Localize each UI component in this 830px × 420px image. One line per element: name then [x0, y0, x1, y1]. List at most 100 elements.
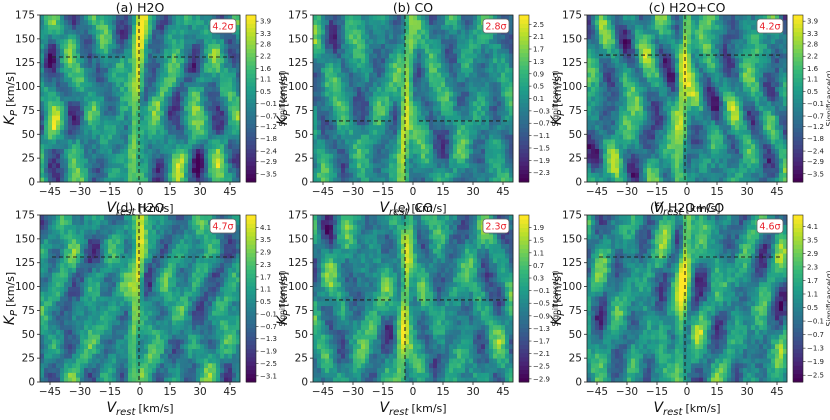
heatmap-cell: [188, 53, 192, 58]
heatmap-cell: [44, 39, 48, 44]
heatmap-cell: [112, 25, 116, 30]
heatmap-cell: [128, 82, 132, 87]
heatmap-cell: [735, 87, 739, 92]
heatmap-cell: [759, 91, 763, 96]
x-tick-label: 30: [193, 186, 206, 198]
heatmap-cell: [40, 130, 44, 135]
heatmap-cell: [204, 158, 208, 163]
heatmap-cell: [92, 134, 96, 139]
heatmap-cell: [345, 48, 349, 53]
heatmap-cell: [168, 87, 172, 92]
heatmap-cell: [679, 87, 683, 92]
heatmap-cell: [345, 29, 349, 34]
heatmap-cell: [477, 172, 481, 177]
heatmap-cell: [212, 63, 216, 68]
heatmap-cell: [88, 139, 92, 144]
heatmap-cell: [381, 163, 385, 168]
heatmap-cell: [353, 53, 357, 58]
heatmap-cell: [587, 96, 591, 101]
heatmap-cell: [148, 77, 152, 82]
heatmap-cell: [393, 53, 397, 58]
heatmap-cell: [44, 53, 48, 58]
heatmap-cell: [228, 115, 232, 120]
heatmap-cell: [449, 67, 453, 72]
heatmap-cell: [385, 25, 389, 30]
colorbar-tick-label: −1.8: [260, 135, 277, 143]
heatmap-cell: [152, 149, 156, 154]
heatmap-cell: [369, 67, 373, 72]
heatmap-cell: [325, 77, 329, 82]
heatmap-cell: [104, 149, 108, 154]
heatmap-cell: [731, 91, 735, 96]
heatmap-cell: [457, 39, 461, 44]
heatmap-cell: [429, 163, 433, 168]
heatmap-cell: [409, 58, 413, 63]
heatmap-cell: [224, 120, 228, 125]
heatmap-cell: [168, 20, 172, 25]
heatmap-cell: [493, 44, 497, 49]
heatmap-cell: [501, 77, 505, 82]
heatmap-cell: [755, 130, 759, 135]
heatmap-cell: [204, 110, 208, 115]
heatmap-cell: [473, 172, 477, 177]
heatmap-cell: [140, 25, 144, 30]
heatmap-cell: [639, 58, 643, 63]
heatmap-cell: [88, 39, 92, 44]
heatmap-cell: [501, 39, 505, 44]
heatmap-cell: [743, 139, 747, 144]
heatmap-cell: [168, 144, 172, 149]
heatmap-cell: [449, 96, 453, 101]
heatmap-cell: [659, 120, 663, 125]
heatmap-cell: [747, 125, 751, 130]
heatmap-cell: [409, 67, 413, 72]
heatmap-cell: [52, 63, 56, 68]
heatmap-cell: [60, 144, 64, 149]
heatmap-cell: [44, 134, 48, 139]
heatmap-cell: [349, 149, 353, 154]
heatmap-cell: [44, 153, 48, 158]
heatmap-cell: [651, 134, 655, 139]
heatmap-cell: [763, 87, 767, 92]
heatmap-cell: [719, 77, 723, 82]
heatmap-cell: [619, 82, 623, 87]
heatmap-cell: [200, 153, 204, 158]
heatmap-cell: [100, 67, 104, 72]
heatmap-cell: [607, 110, 611, 115]
heatmap-cell: [188, 34, 192, 39]
heatmap-cell: [124, 34, 128, 39]
heatmap-cell: [413, 39, 417, 44]
heatmap-cell: [627, 139, 631, 144]
heatmap-cell: [755, 153, 759, 158]
x-tick-label: −45: [39, 186, 61, 198]
heatmap-cell: [136, 87, 140, 92]
heatmap-cell: [365, 29, 369, 34]
heatmap-cell: [505, 144, 509, 149]
heatmap-cell: [421, 115, 425, 120]
heatmap-cell: [80, 48, 84, 53]
heatmap-cell: [132, 44, 136, 49]
heatmap-cell: [76, 172, 80, 177]
heatmap-cell: [421, 153, 425, 158]
heatmap-cell: [361, 139, 365, 144]
heatmap-cell: [232, 106, 236, 111]
heatmap-cell: [56, 53, 60, 58]
heatmap-cell: [124, 125, 128, 130]
heatmap-cell: [60, 153, 64, 158]
heatmap-cell: [164, 158, 168, 163]
heatmap-cell: [184, 77, 188, 82]
heatmap-cell: [469, 168, 473, 173]
y-tick-label: 175: [288, 10, 308, 22]
heatmap-cell: [461, 153, 465, 158]
heatmap-cell: [204, 91, 208, 96]
heatmap-cell: [393, 15, 397, 20]
heatmap-cell: [715, 153, 719, 158]
heatmap-cell: [461, 25, 465, 30]
colorbar-segment: [246, 61, 256, 66]
heatmap-cell: [88, 58, 92, 63]
heatmap-cell: [457, 130, 461, 135]
heatmap-cell: [429, 125, 433, 130]
heatmap-cell: [228, 153, 232, 158]
heatmap-cell: [180, 58, 184, 63]
heatmap-cell: [204, 67, 208, 72]
heatmap-cell: [192, 106, 196, 111]
